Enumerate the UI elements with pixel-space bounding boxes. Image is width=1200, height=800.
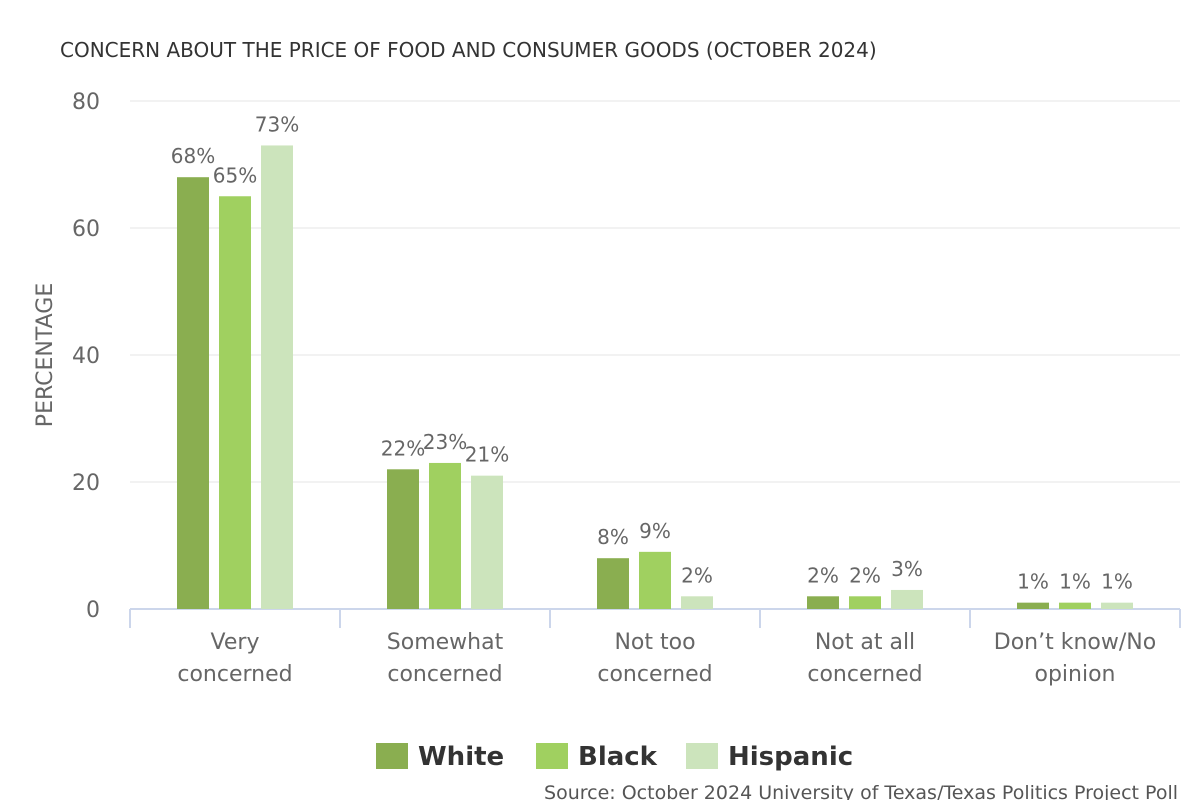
data-label: 65% [213,163,257,187]
bar-white [597,558,629,609]
bar-white [387,469,419,609]
bar-hispanic [681,596,713,609]
data-label: 1% [1101,570,1133,594]
x-tick-label: opinion [1035,662,1116,687]
y-tick-label: 20 [72,471,100,496]
bars [177,145,1133,609]
chart-title: CONCERN ABOUT THE PRICE OF FOOD AND CONS… [60,38,877,62]
y-tick-label: 0 [86,598,100,623]
bar-black [429,462,461,609]
bar-hispanic [471,475,503,609]
x-tick-label: Somewhat [387,630,504,655]
y-tick-label: 60 [72,217,100,242]
x-tick-label: concerned [807,662,922,687]
x-tick-label: Not too [614,630,695,655]
data-label: 9% [639,519,671,543]
x-tick-label: concerned [597,662,712,687]
x-tick-label: Very [211,630,260,655]
data-label: 23% [423,430,467,454]
data-label: 2% [807,563,839,587]
data-label: 3% [891,557,923,581]
legend-swatch-hispanic [686,743,718,769]
bar-hispanic [891,589,923,609]
data-label: 2% [681,563,713,587]
bar-black [849,596,881,609]
bar-white [1017,602,1049,609]
bar-black [639,551,671,609]
legend-label-hispanic: Hispanic [728,742,853,772]
x-axis: Very concerned Somewhat concerned Not too con… [129,608,1181,687]
bar-hispanic [261,145,293,609]
legend: White Black Hispanic [376,742,853,772]
data-label: 2% [849,563,881,587]
y-tick-label: 80 [72,90,100,115]
data-label: 21% [465,443,509,467]
data-label: 22% [381,436,425,460]
data-label: 1% [1017,570,1049,594]
data-label: 8% [597,525,629,549]
gridlines: 0 20 40 60 80 [72,90,1180,623]
source-note: Source: October 2024 University of Texas… [544,782,1178,800]
bar-black [1059,602,1091,609]
data-label: 1% [1059,570,1091,594]
legend-label-black: Black [578,742,658,772]
x-tick-label: Not at all [815,630,915,655]
y-tick-label: 40 [72,344,100,369]
legend-swatch-white [376,743,408,769]
data-label: 68% [171,144,215,168]
bar-black [219,196,251,609]
x-tick-label: concerned [177,662,292,687]
x-tick-label: Don’t know/No [994,630,1156,655]
legend-swatch-black [536,743,568,769]
y-axis-label: PERCENTAGE [33,283,58,427]
bar-hispanic [1101,602,1133,609]
bar-white [807,596,839,609]
data-labels: 68% 22% 8% 2% 1% 65% 23% 9% 2% 1% 73% 21% 2% 3% 1% [171,112,1133,593]
bar-white [177,177,209,609]
data-label: 73% [255,112,299,136]
legend-label-white: White [418,742,504,772]
x-tick-label: concerned [387,662,502,687]
